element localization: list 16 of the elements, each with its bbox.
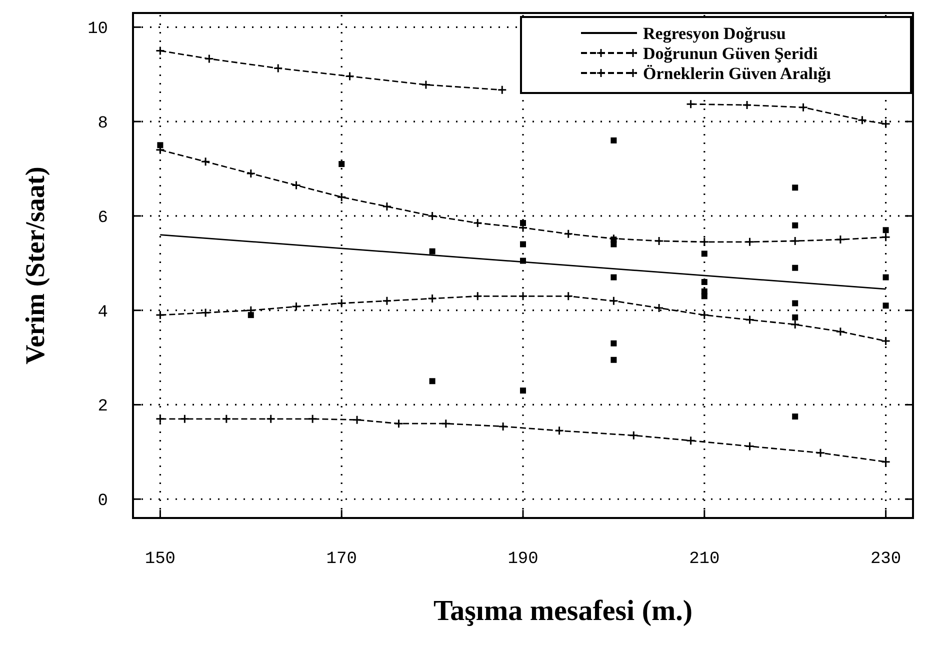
y-tick-label: 10	[88, 20, 108, 40]
legend-label: Regresyon Doğrusu	[643, 24, 786, 43]
x-tick-label: 190	[508, 550, 538, 569]
x-tick-label: 150	[144, 550, 176, 569]
legend-label: Doğrunun Güven Şeridi	[643, 44, 818, 63]
legend-label: Örneklerin Güven Aralığı	[643, 64, 832, 83]
x-tick-label: 230	[870, 550, 902, 569]
x-axis-title: Taşıma mesafesi (m.)	[433, 595, 693, 627]
x-tick-label: 210	[689, 550, 720, 569]
y-tick-label: 2	[98, 398, 108, 417]
x-tick-label: 170	[326, 550, 357, 569]
y-tick-label: 6	[98, 208, 108, 228]
y-axis-title: Verim (Ster/saat)	[20, 166, 50, 364]
y-tick-label: 8	[98, 114, 108, 134]
y-tick-label: 0	[98, 492, 108, 512]
y-tick-label: 4	[98, 303, 108, 322]
